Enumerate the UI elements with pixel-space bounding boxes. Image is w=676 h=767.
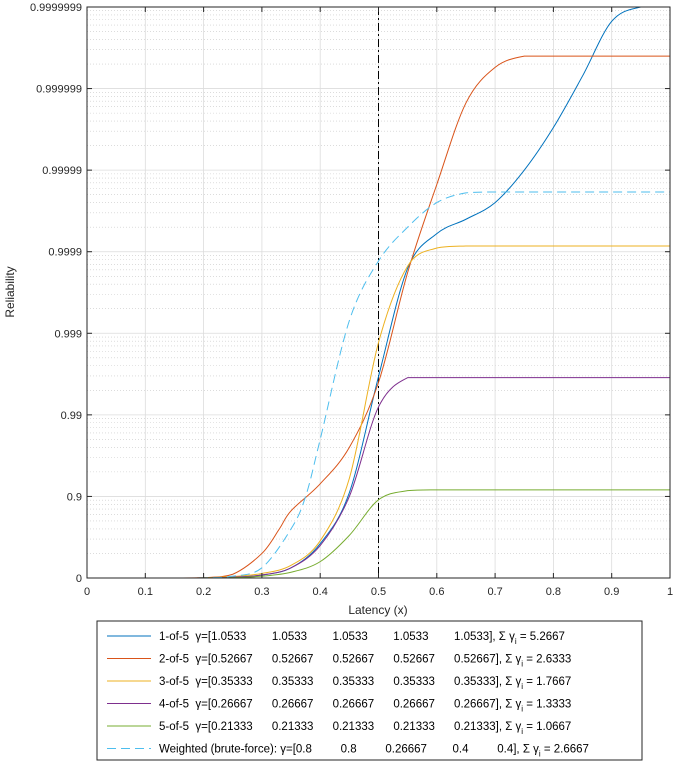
x-tick-label: 0.3 (254, 586, 269, 598)
legend-entry-1: 1-of-5 γ=[1.0533 1.0533 1.0533 1.0533 1.… (159, 631, 565, 646)
legend-subscript: i (521, 705, 523, 714)
legend-subscript: i (539, 750, 541, 759)
x-tick-label: 0.1 (138, 586, 153, 598)
legend-label: 3-of-5 γ=[0.35333 0.35333 0.35333 0.3533… (159, 676, 522, 688)
legend-label: 4-of-5 γ=[0.26667 0.26667 0.26667 0.2666… (159, 699, 522, 711)
y-tick-label: 0.9999 (48, 247, 82, 259)
x-tick-label: 1 (667, 586, 673, 598)
legend-label: 2-of-5 γ=[0.52667 0.52667 0.52667 0.5266… (159, 654, 522, 666)
legend-sum: = 1.7667 (523, 676, 571, 688)
y-tick-label: 0.9999999 (30, 2, 82, 14)
legend-sum: = 1.0667 (523, 721, 571, 733)
legend-subscript: i (521, 660, 523, 669)
y-tick-label: 0.99 (61, 410, 82, 422)
series-line-6 (87, 191, 670, 579)
legend-box (96, 620, 643, 761)
legend-entry-2: 2-of-5 γ=[0.52667 0.52667 0.52667 0.5266… (159, 654, 571, 669)
x-tick-label: 0.5 (371, 586, 386, 598)
legend: 1-of-5 γ=[1.0533 1.0533 1.0533 1.0533 1.… (96, 620, 643, 761)
legend-sum: = 5.2667 (517, 631, 565, 643)
y-tick-label: 0.999 (54, 328, 82, 340)
legend-label: 5-of-5 γ=[0.21333 0.21333 0.21333 0.2133… (159, 721, 522, 733)
legend-sum: = 2.6333 (523, 654, 571, 666)
x-tick-label: 0.2 (196, 586, 211, 598)
legend-entry-4: 4-of-5 γ=[0.26667 0.26667 0.26667 0.2666… (159, 699, 571, 714)
legend-subscript: i (521, 682, 523, 691)
axis-ticks: 0 0.1 0.2 0.3 0.4 0.5 0.6 0.7 0.8 0.9 1 0 0.9 0.99 0.9… (30, 2, 673, 598)
x-axis-label: Latency (x) (348, 603, 407, 617)
y-tick-label: 0.99999 (42, 165, 82, 177)
y-tick-label: 0.999999 (36, 84, 82, 96)
legend-sum: = 1.3333 (523, 699, 571, 711)
legend-sum: = 2.6667 (541, 744, 589, 756)
x-tick-label: 0.7 (487, 586, 502, 598)
x-tick-label: 0.6 (429, 586, 444, 598)
y-tick-label: 0 (76, 573, 82, 585)
legend-label: Weighted (brute-force): γ=[0.8 0.8 0.266… (159, 744, 539, 756)
x-tick-label: 0.8 (546, 586, 561, 598)
legend-entry-5: 5-of-5 γ=[0.21333 0.21333 0.21333 0.2133… (159, 721, 571, 736)
y-axis-label: Reliability (3, 266, 17, 317)
legend-entry-6: Weighted (brute-force): γ=[0.8 0.8 0.266… (159, 744, 589, 759)
legend-entry-3: 3-of-5 γ=[0.35333 0.35333 0.35333 0.3533… (159, 676, 571, 691)
legend-subscript: i (515, 637, 517, 646)
x-tick-label: 0 (84, 586, 90, 598)
legend-subscript: i (521, 727, 523, 736)
legend-label: 1-of-5 γ=[1.0533 1.0533 1.0533 1.0533 1.… (159, 631, 515, 643)
y-tick-label: 0.9 (67, 491, 82, 503)
x-tick-label: 0.4 (313, 586, 328, 598)
series-line-2 (87, 55, 670, 579)
x-tick-label: 0.9 (604, 586, 619, 598)
